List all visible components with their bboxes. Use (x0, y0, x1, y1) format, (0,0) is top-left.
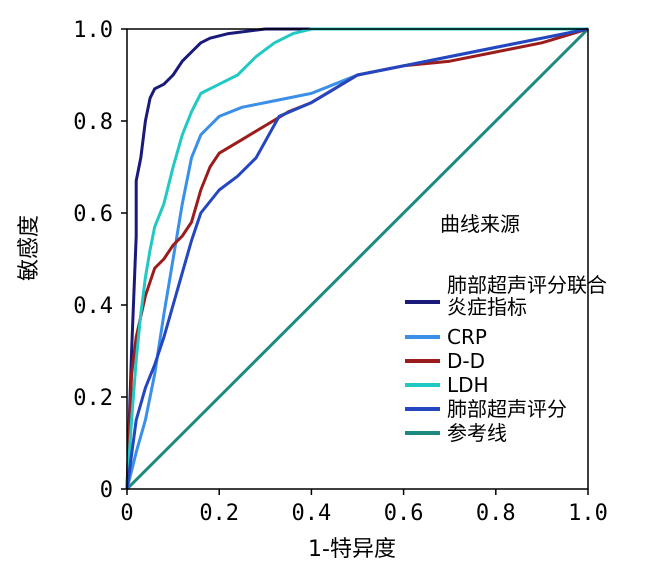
series-line-6 (125, 27, 590, 491)
x-tick-label: 0 (120, 501, 133, 526)
x-tick-label: 0.8 (476, 501, 516, 526)
y-tick-label: 0.6 (73, 202, 113, 227)
x-tick-label: 1.0 (568, 501, 608, 526)
x-axis-title: 1-特异度 (308, 537, 396, 562)
y-tick-label: 1.0 (73, 18, 113, 43)
legend-label-6: 参考线 (447, 421, 507, 445)
plot-frame (126, 28, 589, 490)
legend-label-1: 肺部超声评分联合 (447, 273, 607, 297)
series-line-1 (125, 27, 588, 490)
legend-label-1: 炎症指标 (447, 295, 527, 319)
x-tick-label: 0.2 (199, 501, 239, 526)
legend-label-2: CRP (447, 325, 487, 349)
y-tick-label: 0.2 (73, 386, 113, 411)
plot-area (125, 27, 590, 491)
x-tick-label: 0.6 (384, 501, 424, 526)
series-line-5 (125, 27, 589, 490)
legend-title: 曲线来源 (440, 212, 520, 236)
legend-label-5: 肺部超声评分 (447, 397, 567, 421)
y-tick-label: 0.4 (73, 294, 113, 319)
legend-label-3: D-D (447, 349, 485, 373)
axes: 0 0.2 0.4 0.6 0.8 1.0 0 0.2 0.4 0.6 0.8 1.0 (73, 18, 608, 526)
y-tick-label: 0 (100, 478, 113, 503)
series-line-3 (125, 27, 589, 490)
legend-label-4: LDH (447, 373, 489, 397)
series-line-4 (125, 27, 588, 490)
x-tick-label: 0.4 (292, 501, 332, 526)
y-axis-title: 敏感度 (17, 215, 42, 281)
y-tick-label: 0.8 (73, 110, 113, 135)
